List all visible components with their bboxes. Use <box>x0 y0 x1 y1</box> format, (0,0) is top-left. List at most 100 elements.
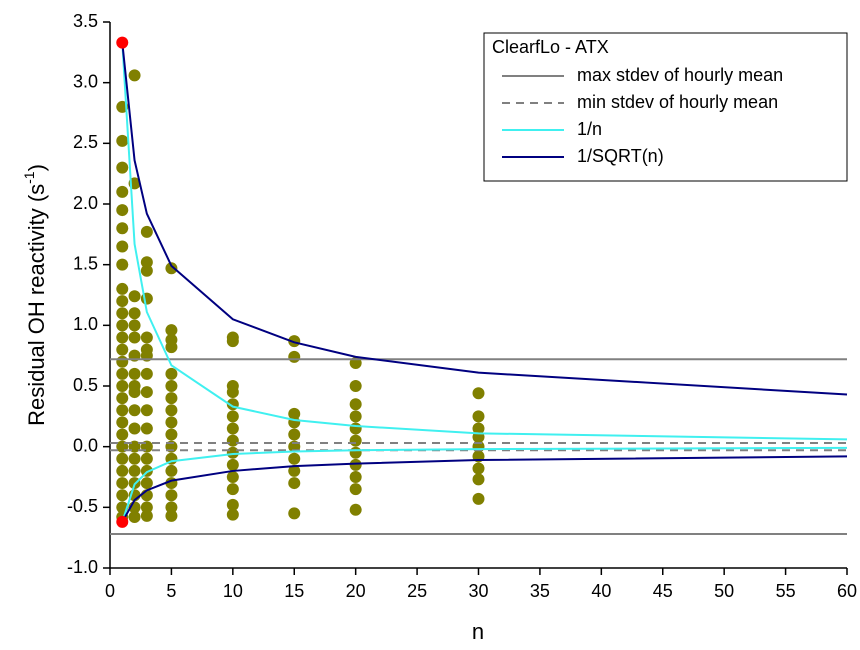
scatter-point <box>472 492 485 505</box>
scatter-point <box>116 240 129 253</box>
x-tick-label: 25 <box>407 581 427 601</box>
scatter-point <box>116 392 129 405</box>
scatter-point <box>116 489 129 502</box>
x-tick-label: 30 <box>468 581 488 601</box>
scatter-point <box>140 331 153 344</box>
scatter-point <box>116 134 129 147</box>
x-axis-title: n <box>472 619 484 644</box>
scatter-point <box>226 386 239 399</box>
scatter-point <box>472 422 485 435</box>
scatter-point <box>140 509 153 522</box>
x-tick-label: 20 <box>346 581 366 601</box>
scatter-point <box>472 473 485 486</box>
scatter-point <box>349 398 362 411</box>
scatter-point <box>288 507 301 520</box>
legend-title: ClearfLo - ATX <box>492 37 609 57</box>
x-tick-label: 50 <box>714 581 734 601</box>
line-series <box>110 358 847 536</box>
x-tick-label: 0 <box>105 581 115 601</box>
y-tick-label: 3.0 <box>73 71 98 91</box>
legend-label: min stdev of hourly mean <box>577 92 778 112</box>
scatter-point <box>165 367 178 380</box>
scatter-point <box>116 428 129 441</box>
y-tick-label: 3.5 <box>73 11 98 31</box>
scatter-point <box>116 416 129 429</box>
scatter-point <box>116 222 129 235</box>
scatter-point <box>226 446 239 459</box>
scatter-point <box>116 295 129 308</box>
scatter-point <box>116 343 129 356</box>
scatter-point <box>226 483 239 496</box>
legend-label: 1/n <box>577 119 602 139</box>
scatter-point <box>116 355 129 368</box>
scatter-point <box>349 422 362 435</box>
x-tick-label: 55 <box>776 581 796 601</box>
scatter-point <box>140 256 153 269</box>
scatter-point <box>128 290 141 303</box>
scatter-point <box>116 258 129 271</box>
scatter-point <box>165 341 178 354</box>
scatter-point <box>288 477 301 490</box>
legend-label: 1/SQRT(n) <box>577 146 664 166</box>
scatter-point <box>226 508 239 521</box>
line-series <box>121 42 848 523</box>
scatter-point <box>140 404 153 417</box>
scatter-point <box>128 367 141 380</box>
scatter-point <box>165 416 178 429</box>
scatter-point <box>140 386 153 399</box>
scatter-point <box>116 331 129 344</box>
x-tick-label: 15 <box>284 581 304 601</box>
scatter-point <box>165 324 178 337</box>
y-axis-title-end: ) <box>24 164 49 171</box>
scatter-point <box>226 458 239 471</box>
y-tick-label: -1.0 <box>67 557 98 577</box>
scatter-point <box>165 428 178 441</box>
y-tick-label: 1.5 <box>73 253 98 273</box>
scatter-point <box>128 331 141 344</box>
scatter-point <box>472 410 485 423</box>
scatter-point <box>128 464 141 477</box>
scatter-point <box>472 387 485 400</box>
scatter-point <box>226 335 239 348</box>
x-tick-label: 10 <box>223 581 243 601</box>
scatter-point <box>349 446 362 459</box>
x-tick-label: 45 <box>653 581 673 601</box>
scatter-point <box>140 292 153 305</box>
y-tick-label: 2.0 <box>73 193 98 213</box>
y-tick-label: 0.5 <box>73 375 98 395</box>
scatter-point <box>165 380 178 392</box>
scatter-point <box>128 452 141 465</box>
scatter-point <box>140 477 153 490</box>
y-tick-label: 1.0 <box>73 314 98 334</box>
scatter-point <box>116 380 129 392</box>
scatter-point <box>140 501 153 514</box>
scatter-point <box>116 367 129 380</box>
scatter-point <box>116 477 129 490</box>
scatter-point <box>140 343 153 356</box>
scatter-point <box>128 319 141 332</box>
y-tick-label: -0.5 <box>67 496 98 516</box>
scatter-point <box>116 204 129 217</box>
scatter-point <box>116 464 129 477</box>
scatter-point <box>349 458 362 471</box>
legend-label: max stdev of hourly mean <box>577 65 783 85</box>
scatter-point <box>288 335 301 348</box>
scatter-point <box>116 185 129 198</box>
scatter-point <box>128 511 141 524</box>
scatter-point <box>226 498 239 511</box>
scatter-point <box>226 422 239 435</box>
scatter-point <box>128 307 141 320</box>
scatter-point <box>165 501 178 514</box>
scatter-point <box>226 410 239 423</box>
scatter-point <box>349 483 362 496</box>
scatter-point <box>226 434 239 447</box>
x-tick-label: 5 <box>166 581 176 601</box>
scatter-point <box>128 404 141 417</box>
scatter-point <box>288 350 301 363</box>
scatter-point <box>140 225 153 238</box>
scatter-point <box>349 471 362 483</box>
scatter-point <box>128 69 141 82</box>
scatter-point <box>116 307 129 320</box>
y-tick-label: 0.0 <box>73 435 98 455</box>
scatter-point <box>116 161 129 174</box>
